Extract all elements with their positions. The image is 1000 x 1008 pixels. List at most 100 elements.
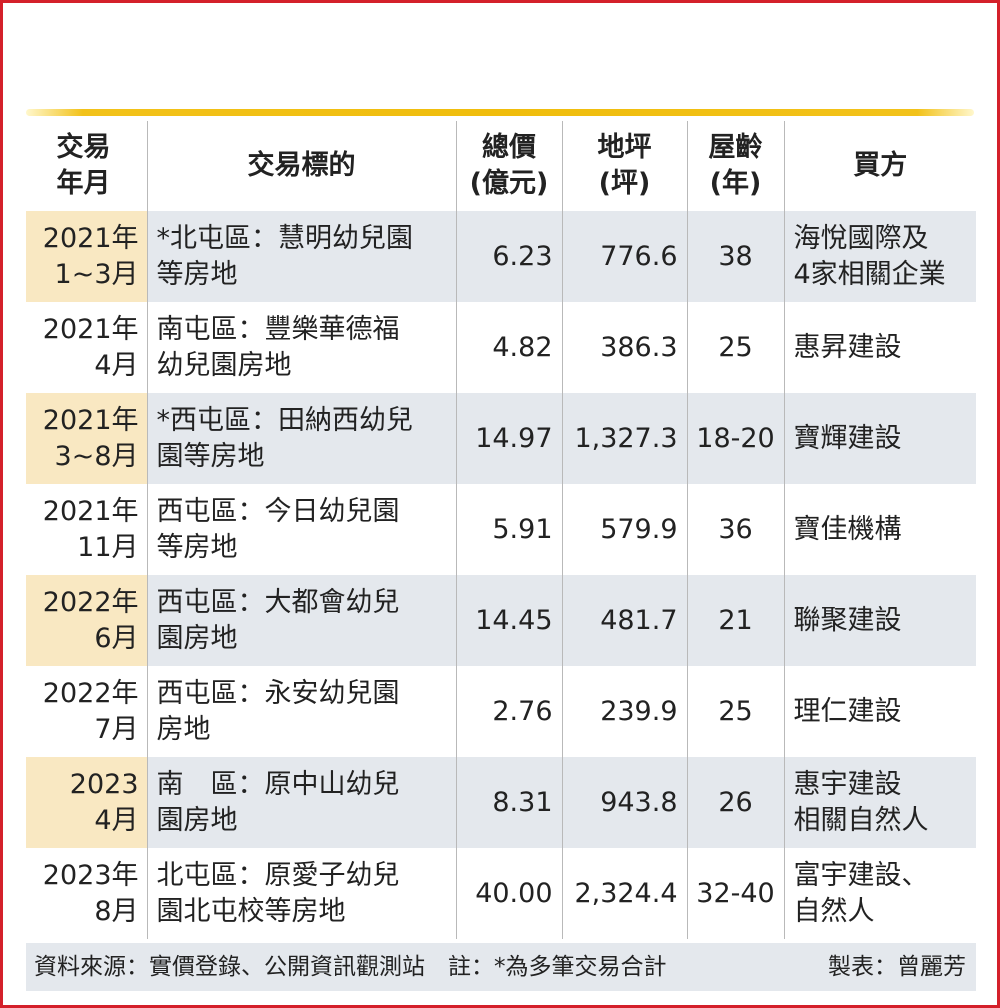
cell-price: 14.45	[455, 575, 562, 666]
header-age: 屋齡 (年)	[686, 121, 784, 211]
cell-area: 943.8	[561, 757, 687, 848]
cell-line: 2021年	[42, 404, 139, 436]
cell-line: 6月	[94, 622, 139, 654]
cell-target: 南屯區：豐樂華德福 幼兒園房地	[146, 302, 456, 393]
cell-price: 14.97	[455, 393, 562, 484]
cell-date: 2021年 4月	[26, 302, 147, 393]
cell-line: *西屯區：田納西幼兒	[156, 404, 414, 436]
cell-line: 4月	[94, 804, 139, 836]
cell-target: 西屯區：永安幼兒園 房地	[146, 666, 456, 757]
cell-line: 2023年	[42, 859, 139, 891]
cell-line: *北屯區：慧明幼兒園	[156, 222, 414, 254]
cell-date: 2023 4月	[26, 757, 147, 848]
header-price: 總價 (億元)	[455, 121, 562, 211]
cell-target: 北屯區：原愛子幼兒 園北屯校等房地	[146, 848, 456, 939]
cell-buyer: 惠宇建設 相關自然人	[783, 757, 976, 848]
cell-line: 幼兒園房地	[156, 349, 292, 381]
cell-line: 等房地	[156, 531, 238, 563]
cell-age: 36	[686, 484, 784, 575]
cell-line: 西屯區：大都會幼兒	[156, 586, 400, 618]
header-row: 交易 年月 交易標的 總價 (億元) 地坪 (坪) 屋齡 (年) 買方	[26, 121, 976, 211]
cell-target: 南 區：原中山幼兒 園房地	[146, 757, 456, 848]
cell-buyer: 理仁建設	[783, 666, 976, 757]
cell-area: 481.7	[561, 575, 687, 666]
cell-line: 南屯區：豐樂華德福	[156, 313, 400, 345]
header-date: 交易 年月	[26, 121, 147, 211]
cell-line: 11月	[77, 531, 139, 563]
cell-line: 2021年	[42, 222, 139, 254]
cell-buyer: 海悅國際及 4家相關企業	[783, 211, 976, 302]
cell-age: 32-40	[686, 848, 784, 939]
cell-line: 2022年	[42, 586, 139, 618]
cell-line: 惠宇建設	[793, 768, 902, 800]
cell-line: 南 區：原中山幼兒	[156, 768, 400, 800]
cell-line: 聯聚建設	[793, 604, 902, 636]
cell-buyer: 富宇建設、 自然人	[783, 848, 976, 939]
cell-age: 38	[686, 211, 784, 302]
table-row: 2022年 7月 西屯區：永安幼兒園 房地 2.76 239.9 25 理仁建設	[26, 666, 976, 757]
cell-line: 自然人	[793, 895, 875, 927]
cell-line: 8月	[94, 895, 139, 927]
cell-date: 2021年 1~3月	[26, 211, 147, 302]
header-target: 交易標的	[146, 121, 456, 211]
cell-buyer: 寶輝建設	[783, 393, 976, 484]
cell-buyer: 惠昇建設	[783, 302, 976, 393]
transaction-table: 交易 年月 交易標的 總價 (億元) 地坪 (坪) 屋齡 (年) 買方 2021年 1~3…	[26, 121, 976, 939]
cell-area: 386.3	[561, 302, 687, 393]
cell-line: 西屯區：今日幼兒園	[156, 495, 400, 527]
gold-rule	[26, 109, 974, 116]
table-row: 2021年 3~8月 *西屯區：田納西幼兒 園等房地 14.97 1,327.3 18-20…	[26, 393, 976, 484]
header-buyer: 買方	[783, 121, 976, 211]
cell-target: *西屯區：田納西幼兒 園等房地	[146, 393, 456, 484]
cell-price: 5.91	[455, 484, 562, 575]
cell-target: 西屯區：今日幼兒園 等房地	[146, 484, 456, 575]
cell-line: 園北屯校等房地	[156, 895, 346, 927]
cell-area: 2,324.4	[561, 848, 687, 939]
cell-line: 2022年	[42, 677, 139, 709]
source-note: 資料來源：實價登錄、公開資訊觀測站 註：*為多筆交易合計	[34, 954, 667, 980]
cell-line: 相關自然人	[793, 804, 929, 836]
cell-line: 寶佳機構	[793, 513, 902, 545]
table-row: 2021年 11月 西屯區：今日幼兒園 等房地 5.91 579.9 36 寶佳機構	[26, 484, 976, 575]
cell-date: 2021年 11月	[26, 484, 147, 575]
cell-line: 3~8月	[54, 440, 139, 472]
cell-price: 40.00	[455, 848, 562, 939]
table-row: 2022年 6月 西屯區：大都會幼兒 園房地 14.45 481.7 21 聯聚建設	[26, 575, 976, 666]
cell-line: 2021年	[42, 313, 139, 345]
cell-area: 776.6	[561, 211, 687, 302]
cell-line: 2021年	[42, 495, 139, 527]
cell-line: 4家相關企業	[793, 258, 946, 290]
cell-price: 6.23	[455, 211, 562, 302]
cell-line: 海悅國際及	[793, 222, 929, 254]
cell-date: 2021年 3~8月	[26, 393, 147, 484]
table-row: 2021年 4月 南屯區：豐樂華德福 幼兒園房地 4.82 386.3 25 惠昇建設	[26, 302, 976, 393]
cell-area: 579.9	[561, 484, 687, 575]
cell-age: 26	[686, 757, 784, 848]
cell-area: 239.9	[561, 666, 687, 757]
footer-bar: 資料來源：實價登錄、公開資訊觀測站 註：*為多筆交易合計 製表：曾麗芳	[26, 943, 976, 991]
cell-line: 園等房地	[156, 440, 265, 472]
table-row: 2023年 8月 北屯區：原愛子幼兒 園北屯校等房地 40.00 2,324.4 32-40…	[26, 848, 976, 939]
cell-line: 等房地	[156, 258, 238, 290]
cell-date: 2022年 6月	[26, 575, 147, 666]
cell-line: 理仁建設	[793, 695, 902, 727]
header-area: 地坪 (坪)	[561, 121, 687, 211]
cell-price: 8.31	[455, 757, 562, 848]
cell-price: 4.82	[455, 302, 562, 393]
cell-target: 西屯區：大都會幼兒 園房地	[146, 575, 456, 666]
table-row: 2023 4月南 區：原中山幼兒 園房地 8.31 943.8 26 惠宇建設 相關自然人	[26, 757, 976, 848]
cell-line: 富宇建設、	[793, 859, 929, 891]
cell-age: 18-20	[686, 393, 784, 484]
cell-area: 1,327.3	[561, 393, 687, 484]
cell-age: 21	[686, 575, 784, 666]
cell-age: 25	[686, 666, 784, 757]
table-row: 2021年 1~3月 *北屯區：慧明幼兒園 等房地 6.23 776.6 38 海悅國際及 4家…	[26, 211, 976, 302]
cell-line: 房地	[156, 713, 211, 745]
cell-buyer: 聯聚建設	[783, 575, 976, 666]
cell-price: 2.76	[455, 666, 562, 757]
cell-line: 北屯區：原愛子幼兒	[156, 859, 400, 891]
cell-line: 惠昇建設	[793, 331, 902, 363]
cell-line: 4月	[94, 349, 139, 381]
cell-line: 1~3月	[54, 258, 139, 290]
cell-line: 園房地	[156, 622, 238, 654]
